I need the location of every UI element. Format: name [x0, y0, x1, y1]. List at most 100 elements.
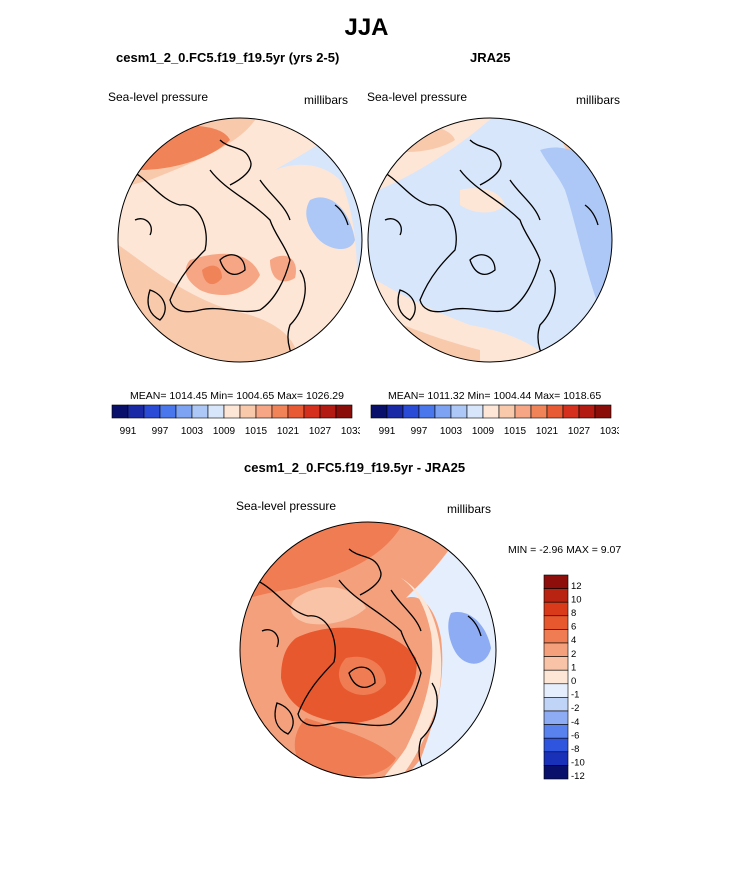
right-colorbar-tick-label: 1027: [568, 426, 591, 437]
diff-colorbar-tick-label: -8: [571, 744, 579, 755]
left-colorbar-box: [335, 404, 353, 419]
right-colorbar-tick-label: 1003: [440, 426, 463, 437]
right-colorbar: 991 997 1003 1009 1015 1021 1027 1033: [370, 404, 619, 437]
diff-colorbar-tick-label: 8: [571, 608, 576, 619]
diff-colorbar-box: [543, 751, 569, 766]
left-colorbar-box: [303, 404, 321, 419]
diff-polar-map: [239, 521, 497, 779]
right-colorbar-box: [578, 404, 596, 419]
left-colorbar-box: [191, 404, 209, 419]
diff-colorbar-tick-label: 2: [571, 649, 576, 660]
diff-colorbar-box: [543, 574, 569, 589]
right-field-high-center: [460, 188, 505, 213]
right-colorbar-box: [450, 404, 468, 419]
diff-colorbar-box: [543, 669, 569, 685]
right-colorbar-box: [514, 404, 532, 419]
diff-colorbar-box: [543, 642, 569, 657]
left-polar-map: [117, 117, 363, 363]
diff-colorbar-tick-label: -2: [571, 703, 579, 714]
left-colorbar-box: [255, 404, 273, 419]
diff-field-boundary-east: [381, 578, 442, 778]
left-field-highest-center: [202, 265, 222, 285]
left-colorbar-tick-label: 997: [152, 426, 169, 437]
diff-map-border: [239, 521, 497, 779]
diff-colorbar-tick-label: -10: [571, 758, 585, 769]
diff-colorbar-box: [543, 629, 569, 644]
right-colorbar-box: [498, 404, 516, 419]
diff-colorbar-box: [543, 710, 569, 725]
left-colorbar-box: [159, 404, 177, 419]
right-variable-label: Sea-level pressure: [367, 90, 468, 104]
right-colorbar-tick-label: 1021: [536, 426, 559, 437]
right-colorbar-box: [594, 404, 612, 419]
right-stats-text: MEAN= 1011.32 Min= 1004.44 Max= 1018.65: [388, 390, 602, 402]
right-colorbar-box: [402, 404, 420, 419]
right-colorbar-tick-label: 1033: [600, 426, 619, 437]
diff-field-high-south: [294, 718, 396, 777]
diff-panel-title: cesm1_2_0.FC5.f19_f19.5yr - JRA25: [244, 460, 466, 475]
right-colorbar-boxes: [370, 404, 612, 419]
diff-colorbar-tick-label: -1: [571, 690, 579, 701]
left-colorbar-box: [111, 404, 129, 419]
diff-colorbar-boxes: [543, 574, 569, 780]
diff-colorbar-box: [543, 615, 569, 630]
right-colorbar-box: [562, 404, 580, 419]
diff-colorbar-tick-label: -4: [571, 717, 579, 728]
right-colorbar-box: [546, 404, 564, 419]
diff-variable-label: Sea-level pressure: [236, 499, 337, 513]
right-colorbar-tick-label: 1009: [472, 426, 495, 437]
right-colorbar-box: [482, 404, 500, 419]
left-colorbar-box: [127, 404, 145, 419]
diff-coastlines: [255, 548, 482, 778]
diff-colorbar-tick-label: 0: [571, 676, 576, 687]
left-field-lower-east: [306, 197, 355, 250]
right-colorbar-box: [370, 404, 388, 419]
left-colorbar-box: [319, 404, 337, 419]
diff-field-low-east: [396, 522, 496, 778]
left-colorbar-box: [239, 404, 257, 419]
diff-units-label: millibars: [447, 502, 492, 516]
diff-colorbar-tick-label: 10: [571, 594, 582, 605]
left-colorbar-box: [223, 404, 241, 419]
diff-colorbar-box: [543, 737, 569, 753]
right-colorbar-tick-label: 1015: [504, 426, 527, 437]
left-field-high-center: [185, 253, 260, 295]
left-colorbar-tick-label: 991: [120, 426, 137, 437]
diff-colorbar-tick-label: 6: [571, 622, 576, 633]
left-colorbar-tick-label: 1003: [181, 426, 204, 437]
right-colorbar-box: [418, 404, 436, 419]
right-colorbar-box: [386, 404, 404, 419]
right-colorbar-ticks: 991 997 1003 1009 1015 1021 1027 1033: [379, 426, 619, 437]
season-title: JJA: [344, 14, 389, 41]
diff-field-lowest-east: [448, 612, 491, 664]
right-colorbar-box: [434, 404, 452, 419]
diff-colorbar-box: [543, 656, 569, 671]
left-panel-title: cesm1_2_0.FC5.f19_f19.5yr (yrs 2-5): [116, 50, 340, 65]
diff-colorbar-box: [543, 588, 569, 603]
right-units-label: millibars: [576, 93, 621, 107]
right-polar-map: [367, 117, 613, 363]
diff-colorbar-box: [543, 724, 569, 739]
diff-colorbar-box: [543, 601, 569, 617]
diff-field-center-ring: [338, 656, 386, 695]
left-colorbar-box: [287, 404, 305, 419]
diff-colorbar-box: [543, 697, 569, 712]
right-panel-title: JRA25: [470, 50, 511, 65]
right-map-border: [367, 117, 613, 363]
left-colorbar-box: [207, 404, 225, 419]
left-coastlines: [129, 139, 349, 362]
right-field-low-east: [540, 147, 612, 310]
diff-colorbar-box: [543, 683, 569, 698]
left-colorbar-tick-label: 1027: [309, 426, 332, 437]
right-colorbar-box: [530, 404, 548, 419]
left-variable-label: Sea-level pressure: [108, 90, 209, 104]
diff-colorbar-tick-label: -12: [571, 771, 585, 780]
diff-colorbar-tick-label: 1: [571, 662, 576, 673]
right-colorbar-box: [466, 404, 484, 419]
left-colorbar-box: [143, 404, 161, 419]
right-colorbar-tick-label: 997: [411, 426, 428, 437]
diff-colorbar-tick-label: -6: [571, 730, 579, 741]
